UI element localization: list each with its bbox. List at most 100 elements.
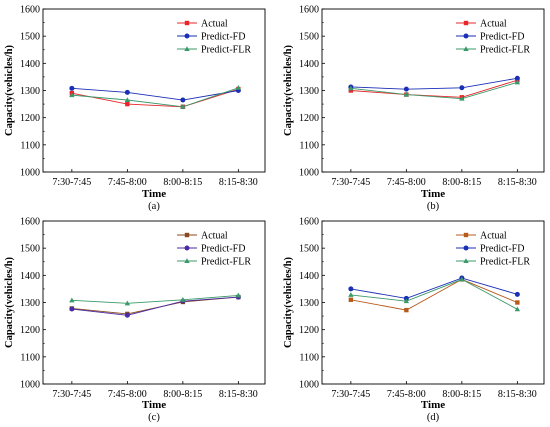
data-point	[124, 97, 131, 103]
series-predict-fd	[69, 294, 241, 318]
y-tick-label: 1000	[299, 380, 319, 391]
data-point	[235, 84, 242, 90]
series-predict-flr	[69, 292, 242, 306]
data-point	[403, 86, 409, 92]
series-line	[350, 77, 518, 90]
y-axis-label: Capacity(vehicles/h)	[283, 257, 294, 348]
chart-panel-2: 1000 1100 1200 1300 1400 1500 1600 7:30-7:45 7:4…	[283, 5, 545, 212]
data-point	[459, 85, 465, 91]
panel-label: (a)	[148, 201, 160, 212]
legend-label: Actual	[480, 19, 507, 30]
legend-marker	[463, 232, 469, 238]
data-point	[125, 101, 130, 107]
y-tick-label: 1500	[20, 244, 40, 255]
y-tick-label: 1100	[20, 140, 40, 151]
series-line	[350, 81, 518, 100]
y-tick-label: 1600	[20, 217, 40, 228]
y-tick-label: 1500	[20, 32, 40, 43]
data-point	[235, 292, 242, 298]
legend-marker	[184, 46, 190, 51]
series-line	[71, 88, 239, 108]
x-tick-label: 8:00-8:15	[163, 389, 202, 400]
y-tick-label: 1100	[20, 352, 40, 363]
x-tick-label: 8:00-8:15	[163, 177, 202, 188]
series-line	[350, 277, 518, 299]
y-tick-label: 1100	[299, 140, 319, 151]
legend-marker	[463, 33, 469, 39]
data-point	[514, 306, 521, 312]
y-tick-label: 1100	[299, 352, 319, 363]
data-point	[69, 92, 75, 98]
data-point	[180, 97, 186, 103]
x-tick-label: 7:30-7:45	[331, 177, 370, 188]
y-tick-label: 1300	[299, 298, 319, 309]
x-tick-label: 8:15-8:30	[498, 177, 537, 188]
data-point	[403, 298, 410, 304]
x-axis-label: Time	[142, 399, 166, 411]
legend-label: Actual	[480, 231, 507, 242]
x-axis-label: Time	[142, 188, 166, 200]
x-tick-label: 7:30-7:45	[52, 389, 91, 400]
legend-marker	[463, 46, 469, 51]
data-point	[459, 276, 465, 282]
series-predict-flr	[348, 79, 521, 101]
data-point	[180, 296, 186, 302]
legend-marker	[463, 20, 469, 26]
series-line	[350, 278, 518, 310]
series-predict-flr	[69, 84, 242, 109]
data-point	[404, 307, 409, 313]
legend: Actual Predict-FD Predict-FLR	[177, 19, 251, 56]
legend-marker	[184, 33, 190, 39]
y-tick-label: 1300	[20, 86, 40, 97]
legend-label: Predict-FLR	[480, 257, 530, 268]
data-point	[69, 297, 75, 303]
y-tick-label: 1600	[20, 5, 40, 16]
x-axis-label: Time	[421, 188, 445, 200]
legend-marker	[463, 258, 469, 263]
data-point	[515, 300, 520, 305]
series-line	[350, 79, 518, 98]
legend-marker	[184, 20, 190, 26]
legend: Actual Predict-FD Predict-FLR	[456, 231, 530, 268]
y-tick-label: 1200	[299, 113, 319, 124]
y-axis-label: Capacity(vehicles/h)	[4, 45, 15, 136]
x-axis-label: Time	[421, 399, 445, 411]
series-predict-fd	[348, 75, 520, 92]
legend: Actual Predict-FD Predict-FLR	[456, 19, 530, 56]
data-point	[124, 300, 131, 306]
y-tick-label: 1500	[299, 244, 319, 255]
legend-label: Predict-FLR	[201, 257, 251, 268]
legend-label: Predict-FD	[480, 244, 524, 255]
panel-label: (c)	[148, 412, 160, 423]
y-tick-label: 1400	[299, 271, 319, 282]
series-actual	[69, 294, 241, 317]
legend-marker	[463, 245, 469, 251]
series-line	[71, 296, 239, 316]
series-line	[71, 87, 239, 101]
data-point	[348, 286, 354, 292]
x-tick-label: 7:30-7:45	[331, 389, 370, 400]
y-tick-label: 1400	[20, 271, 40, 282]
legend-label: Predict-FLR	[201, 45, 251, 56]
x-tick-label: 8:15-8:30	[219, 389, 258, 400]
y-tick-label: 1600	[299, 5, 319, 16]
series-predict-flr	[348, 276, 521, 312]
legend-label: Predict-FD	[201, 244, 245, 255]
legend-label: Predict-FD	[201, 32, 245, 43]
y-axis-label: Capacity(vehicles/h)	[283, 45, 294, 136]
x-tick-label: 8:15-8:30	[498, 389, 537, 400]
x-tick-label: 7:45-8:00	[108, 389, 147, 400]
legend-label: Actual	[201, 19, 228, 30]
x-tick-label: 7:30-7:45	[52, 177, 91, 188]
y-axis-label: Capacity(vehicles/h)	[4, 257, 15, 348]
x-tick-label: 8:00-8:15	[442, 389, 481, 400]
series-line	[71, 87, 239, 108]
data-point	[514, 75, 520, 81]
data-point	[514, 291, 520, 297]
series-line	[350, 278, 518, 311]
x-tick-label: 8:15-8:30	[219, 177, 258, 188]
chart-panel-1: 1000 1100 1200 1300 1400 1500 1600 7:30-7:45 7:4…	[4, 5, 266, 212]
y-tick-label: 1000	[299, 168, 319, 179]
data-point	[403, 91, 410, 97]
